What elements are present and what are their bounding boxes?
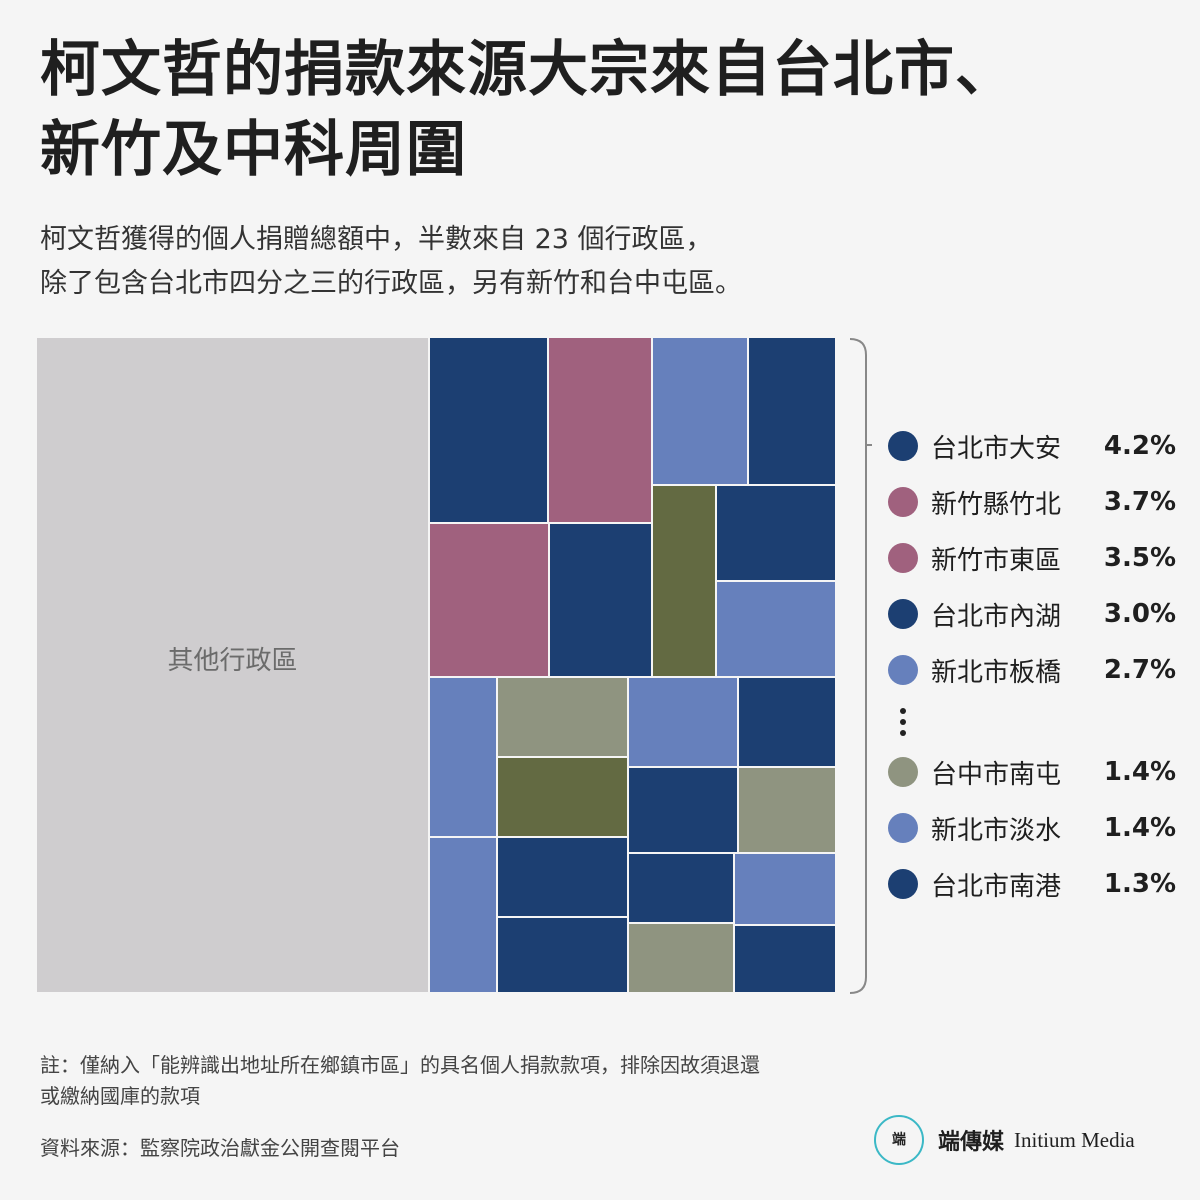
title-line-2: 新竹及中科周圍 xyxy=(40,115,467,185)
legend-value: 1.4% xyxy=(1103,757,1176,787)
footnote-line-1: 註：僅納入「能辨識出地址所在鄉鎮市區」的具名個人捐款款項，排除因故須退還 xyxy=(40,1053,760,1077)
treemap-cell-new-taipei-2 xyxy=(429,677,497,837)
legend-swatch xyxy=(888,757,918,787)
brand-logo-text: 端 xyxy=(892,1132,906,1148)
brand-logo-icon: 端 xyxy=(874,1115,924,1165)
treemap-cell-taichung-light-3 xyxy=(628,923,734,993)
chart-title: 柯文哲的捐款來源大宗來自台北市、 新竹及中科周圍 xyxy=(40,30,1160,190)
legend-value: 4.2% xyxy=(1103,431,1176,461)
treemap-cell-new-taipei-5 xyxy=(734,853,836,925)
subtitle-line-2: 除了包含台北市四分之三的行政區，另有新竹和台中屯區。 xyxy=(40,268,742,299)
treemap-cell-taipei-neihu xyxy=(549,523,652,677)
footnote: 註：僅納入「能辨識出地址所在鄉鎮市區」的具名個人捐款款項，排除因故須退還 或繳納… xyxy=(40,1050,940,1112)
legend-swatch xyxy=(888,431,918,461)
treemap-cell-taipei-6 xyxy=(738,677,836,767)
legend-value: 1.3% xyxy=(1103,869,1176,899)
treemap-cell-taipei-5 xyxy=(497,917,628,993)
treemap-cell-taipei-4 xyxy=(497,837,628,917)
treemap-cell-taipei-7 xyxy=(628,767,738,853)
treemap-cell-taichung-dark-1 xyxy=(652,485,716,677)
legend-value: 2.7% xyxy=(1103,655,1176,685)
brand-name-en: Initium Media xyxy=(1014,1127,1135,1152)
legend-label: 台北市內湖 xyxy=(931,601,1062,632)
brand: 端 端傳媒 Initium Media xyxy=(874,1112,1174,1168)
treemap-cell-taichung-light-2 xyxy=(738,767,836,853)
legend-label: 新北市板橋 xyxy=(931,657,1062,688)
treemap-cell-taipei-8 xyxy=(628,853,734,923)
treemap-cell-taipei-9 xyxy=(734,925,836,993)
legend-item: 台北市南港 1.3% xyxy=(888,864,1178,904)
legend-label: 台中市南屯 xyxy=(931,759,1062,790)
legend-swatch xyxy=(888,655,918,685)
legend-bracket xyxy=(849,338,872,994)
legend-item: 新竹縣竹北 3.7% xyxy=(888,482,1178,522)
brand-name-zh: 端傳媒 xyxy=(938,1129,1005,1155)
legend-label: 台北市南港 xyxy=(931,871,1062,902)
title-line-1: 柯文哲的捐款來源大宗來自台北市、 xyxy=(40,35,1016,105)
legend-value: 3.0% xyxy=(1103,599,1176,629)
treemap-cell-taipei-2 xyxy=(748,337,836,485)
legend-item: 新竹市東區 3.5% xyxy=(888,538,1178,578)
legend-label: 新竹縣竹北 xyxy=(931,489,1062,520)
treemap xyxy=(36,337,836,993)
legend-item: 台北市內湖 3.0% xyxy=(888,594,1178,634)
treemap-cell-new-taipei-1 xyxy=(652,337,748,485)
legend-value: 1.4% xyxy=(1103,813,1176,843)
treemap-cell-other xyxy=(36,337,429,993)
treemap-cell-taichung-dark-2 xyxy=(497,757,628,837)
legend-item: 台中市南屯 1.4% xyxy=(888,752,1178,792)
treemap-cell-new-taipei-banqiao xyxy=(716,581,836,677)
treemap-cell-new-taipei-4 xyxy=(628,677,738,767)
footnote-line-2: 或繳納國庫的款項 xyxy=(40,1084,200,1108)
legend-swatch xyxy=(888,487,918,517)
legend-swatch xyxy=(888,813,918,843)
chart-subtitle: 柯文哲獲得的個人捐贈總額中，半數來自 23 個行政區， 除了包含台北市四分之三的… xyxy=(40,218,1160,306)
legend-ellipsis-icon xyxy=(900,708,906,736)
legend-swatch xyxy=(888,599,918,629)
treemap-cell-hsinchu-zhubei xyxy=(548,337,652,523)
legend-item: 新北市板橋 2.7% xyxy=(888,650,1178,690)
legend-label: 新竹市東區 xyxy=(931,545,1062,576)
legend-value: 3.7% xyxy=(1103,487,1176,517)
subtitle-line-1: 柯文哲獲得的個人捐贈總額中，半數來自 23 個行政區， xyxy=(40,224,713,255)
legend-item: 新北市淡水 1.4% xyxy=(888,808,1178,848)
treemap-cell-taipei-daan xyxy=(429,337,548,523)
treemap-other-label: 其他行政區 xyxy=(167,646,298,676)
treemap-cell-taipei-3 xyxy=(716,485,836,581)
legend-label: 新北市淡水 xyxy=(931,815,1062,846)
treemap-cell-hsinchu-east xyxy=(429,523,549,677)
legend-item: 台北市大安 4.2% xyxy=(888,426,1178,466)
treemap-cell-taichung-light-1 xyxy=(497,677,628,757)
treemap-cell-new-taipei-3 xyxy=(429,837,497,993)
legend-label: 台北市大安 xyxy=(931,433,1062,464)
legend-value: 3.5% xyxy=(1103,543,1176,573)
legend-swatch xyxy=(888,869,918,899)
data-source: 資料來源：監察院政治獻金公開查閱平台 xyxy=(40,1136,400,1160)
legend-swatch xyxy=(888,543,918,573)
